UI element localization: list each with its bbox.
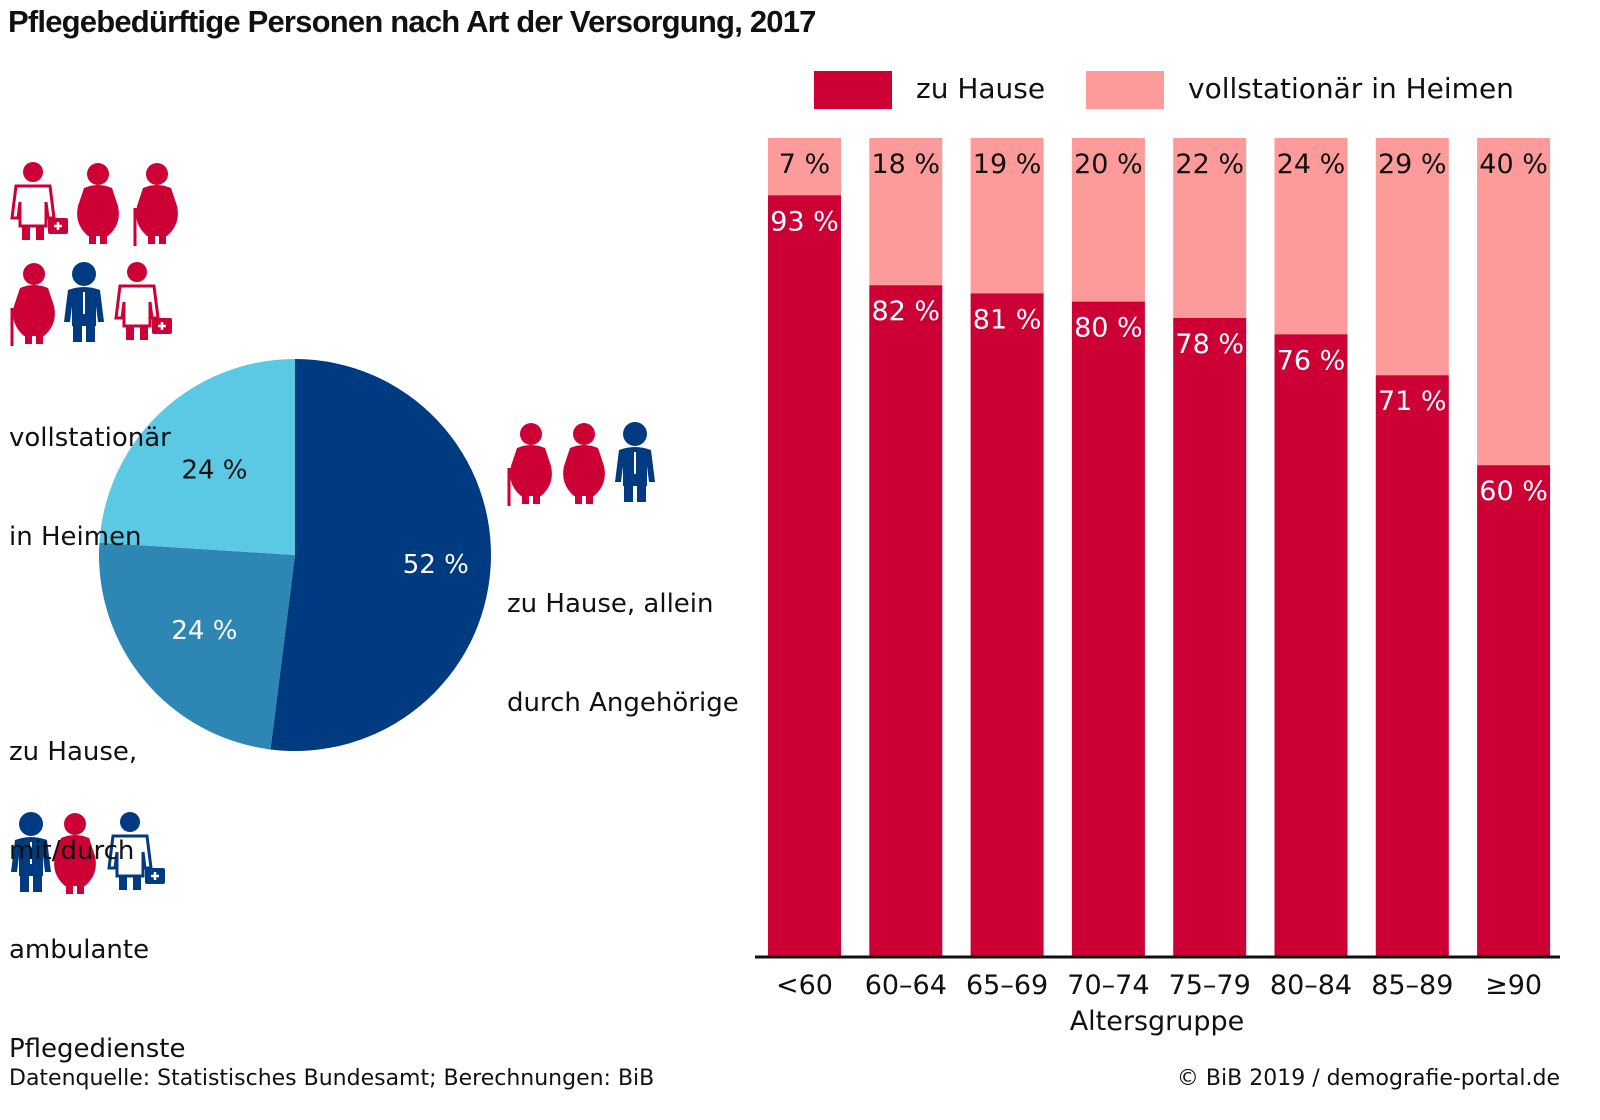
bar-label-zu-hause: 82 % [871, 296, 940, 327]
legend-swatch-zu-hause [814, 71, 892, 109]
legend-swatch-heime [1086, 71, 1164, 109]
bar-segment-zu-hause [1071, 301, 1145, 957]
pie-slice-label: 24 % [171, 616, 237, 646]
woman-icon [563, 423, 605, 504]
bar-label-zu-hause: 76 % [1277, 345, 1346, 376]
bar-segment-heime [1274, 138, 1348, 335]
bar-segment-zu-hause [970, 293, 1044, 956]
source-note: Datenquelle: Statistisches Bundesamt; Be… [9, 1066, 655, 1091]
doctor-icon [114, 262, 172, 340]
legend-label-heime: vollstationär in Heimen [1188, 72, 1514, 105]
stacked-bar-chart: 7 % 93 % <60 18 % 82 % 60–64 19 % 81 % 65–69 20 %… [755, 138, 1560, 1037]
elderly-man-icon [64, 262, 104, 342]
doctor-icon [10, 162, 68, 240]
x-tick-label: 80–84 [1270, 970, 1352, 1001]
x-tick-label: <60 [776, 970, 833, 1001]
elderly-woman-icon [77, 163, 119, 244]
x-tick-label: 70–74 [1067, 970, 1149, 1001]
bar-segment-heime [1477, 138, 1551, 466]
pie-slice [270, 359, 492, 751]
bar-label-zu-hause: 80 % [1074, 313, 1143, 344]
bar-label-heime: 19 % [973, 149, 1042, 180]
elderly-woman-cane-icon [133, 163, 178, 246]
bar-label-heime: 20 % [1074, 149, 1143, 180]
copyright-note: © BiB 2019 / demografie-portal.de [1176, 1066, 1560, 1091]
pie-label-heime: vollstationär in Heimen [9, 423, 171, 552]
elderly-woman-cane-icon [507, 423, 552, 506]
bar-label-heime: 24 % [1277, 149, 1346, 180]
bar-label-zu-hause: 81 % [973, 304, 1042, 335]
elderly-man-icon [11, 812, 51, 892]
bar-segment-zu-hause [1173, 317, 1247, 957]
x-tick-label: ≥90 [1485, 970, 1542, 1001]
pie-slice-label: 24 % [181, 455, 247, 485]
pie-slice [99, 359, 295, 555]
bar-label-heime: 40 % [1479, 149, 1548, 180]
legend-label-zu-hause: zu Hause [916, 72, 1046, 105]
pie-label-ambulant: zu Hause, mit/durch ambulante Pflegedien… [9, 737, 186, 1064]
bar-label-zu-hause: 93 % [770, 206, 839, 237]
x-tick-label: 65–69 [966, 970, 1048, 1001]
bar-label-zu-hause: 71 % [1378, 386, 1447, 417]
elderly-woman-cane-icon [10, 263, 55, 346]
bar-label-heime: 7 % [779, 149, 830, 180]
x-axis-label: Altersgruppe [1070, 1006, 1245, 1037]
bar-label-heime: 18 % [871, 149, 940, 180]
bar-segment-heime [1375, 138, 1449, 376]
bar-segment-zu-hause [1375, 375, 1449, 957]
bar-label-heime: 29 % [1378, 149, 1447, 180]
people-icons [10, 162, 655, 894]
doctor-icon [107, 812, 165, 890]
bar-segment-heime [970, 138, 1044, 294]
bar-segment-zu-hause [869, 285, 943, 956]
bar-segment-zu-hause [768, 195, 841, 956]
chart-title: Pflegebedürftige Personen nach Art der V… [8, 4, 816, 39]
bar-segment-zu-hause [1274, 334, 1348, 956]
x-tick-label: 60–64 [865, 970, 947, 1001]
x-tick-label: 75–79 [1169, 970, 1251, 1001]
pie-label-angehoerige: zu Hause, allein durch Angehörige [507, 589, 739, 718]
bar-segment-heime [768, 138, 841, 196]
bar-label-heime: 22 % [1175, 149, 1244, 180]
woman-icon [54, 813, 96, 894]
bar-segment-heime [1173, 138, 1247, 318]
bar-segment-heime [869, 138, 943, 286]
bar-label-zu-hause: 78 % [1175, 329, 1244, 360]
x-tick-label: 85–89 [1371, 970, 1453, 1001]
pie-slice-label: 52 % [403, 550, 469, 580]
man-icon [615, 422, 655, 502]
bar-segment-zu-hause [1477, 465, 1551, 956]
bar-label-zu-hause: 60 % [1479, 476, 1548, 507]
bar-segment-heime [1071, 138, 1145, 302]
pie-slice [98, 542, 295, 750]
pie-chart: 52 % 24 % 24 % [98, 359, 492, 751]
